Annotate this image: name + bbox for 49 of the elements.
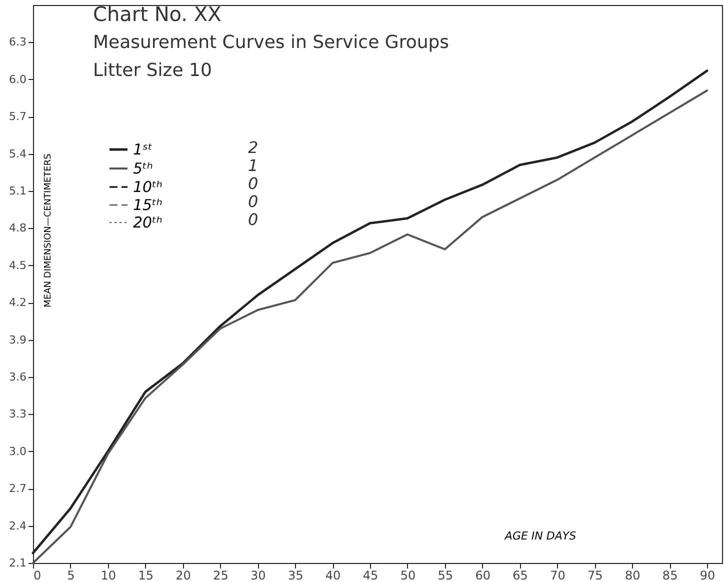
legend-label: 10ᵗʰ [133,178,163,196]
x-tick-label: 10 [100,568,116,582]
annotation: Litter Size 10 [93,60,212,81]
y-tick-label: 5.7 [9,110,26,124]
y-tick-label: 2.1 [9,556,26,570]
y-tick-label: 2.4 [9,519,26,532]
annotation: 2 [248,138,258,157]
x-tick-label: 80 [624,568,640,582]
x-tick-label: 75 [588,568,603,582]
y-tick-label: 3.6 [9,370,26,384]
annotation: 1 [248,156,258,175]
x-tick-label: 50 [400,568,416,582]
x-tick-label: 65 [512,568,528,582]
annotation: 0 [248,174,258,193]
y-tick-label: 4.8 [9,222,26,235]
y-tick-label: 5.1 [9,184,26,198]
x-tick-label: 20 [176,568,191,582]
x-tick-label: 45 [362,568,378,582]
legend-label: 1ˢᵗ [133,140,153,158]
x-tick-label: 40 [325,568,341,582]
legend-label: 5ᵗʰ [133,160,153,178]
x-tick-label: 5 [67,568,75,582]
y-tick-label: 4.5 [9,258,26,272]
y-tick-label: 4.2 [9,296,26,310]
x-tick-label: 35 [288,568,304,582]
y-tick-label: 6.3 [9,36,26,49]
x-tick-label: 55 [438,568,454,582]
x-tick-label: 25 [213,568,228,582]
legend-label: 15ᵗʰ [133,196,163,214]
y-tick-label: 6.0 [9,72,26,86]
legend-label: 20ᵗʰ [133,214,163,232]
x-tick-label: 70 [550,568,566,582]
y-tick-label: 5.4 [9,147,26,160]
x-tick-label: 0 [34,568,42,582]
text: Measurement Curves in Service Groups [93,32,450,53]
x-tick-label: 85 [662,568,678,582]
annotation: 0 [248,210,258,229]
x-tick-label: 90 [700,568,716,582]
y-tick-label: 2.7 [9,482,26,496]
x-axis-title: AGE IN DAYS [504,530,576,542]
x-tick-label: 30 [250,568,266,582]
y-tick-label: 3.9 [9,333,26,346]
y-tick-label: 3.3 [9,408,26,421]
annotation: 0 [248,192,258,211]
chart-title: Chart No. XX [93,2,222,26]
y-tick-label: 3.0 [9,444,26,458]
y-axis-title: MEAN DIMENSION—CENTIMETERS [44,153,54,308]
x-tick-label: 60 [475,568,490,582]
x-tick-label: 15 [138,568,154,582]
